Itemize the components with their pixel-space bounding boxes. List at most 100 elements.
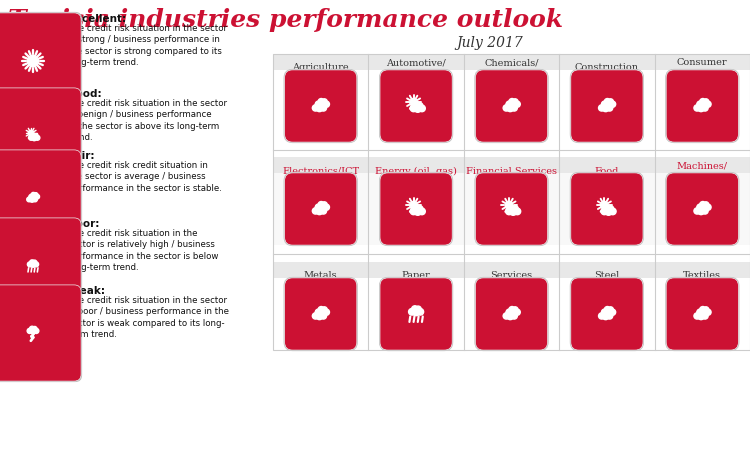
FancyBboxPatch shape bbox=[380, 173, 452, 245]
Text: Bleak:: Bleak: bbox=[68, 286, 105, 296]
FancyBboxPatch shape bbox=[571, 278, 643, 350]
FancyBboxPatch shape bbox=[571, 70, 643, 142]
Circle shape bbox=[29, 194, 34, 199]
Circle shape bbox=[598, 313, 604, 319]
Circle shape bbox=[514, 309, 520, 315]
Circle shape bbox=[511, 313, 518, 319]
Text: Paper: Paper bbox=[402, 271, 430, 280]
Circle shape bbox=[512, 206, 518, 212]
Circle shape bbox=[602, 102, 608, 109]
Text: July 2017: July 2017 bbox=[457, 36, 524, 50]
FancyBboxPatch shape bbox=[284, 69, 358, 143]
Circle shape bbox=[509, 205, 515, 212]
Circle shape bbox=[315, 309, 322, 315]
Circle shape bbox=[694, 105, 700, 111]
Circle shape bbox=[413, 205, 420, 212]
Circle shape bbox=[700, 201, 706, 208]
Circle shape bbox=[514, 101, 520, 107]
Circle shape bbox=[32, 196, 36, 199]
Circle shape bbox=[610, 101, 616, 107]
Circle shape bbox=[32, 260, 37, 265]
Circle shape bbox=[506, 310, 512, 317]
Circle shape bbox=[506, 201, 513, 209]
Circle shape bbox=[503, 105, 509, 111]
FancyBboxPatch shape bbox=[0, 217, 82, 315]
Text: Consumer
Durables: Consumer Durables bbox=[677, 58, 728, 78]
Circle shape bbox=[702, 105, 708, 111]
Text: Agriculture: Agriculture bbox=[292, 63, 349, 72]
Circle shape bbox=[705, 204, 711, 210]
Circle shape bbox=[413, 207, 422, 215]
Text: Construction: Construction bbox=[575, 63, 639, 72]
FancyBboxPatch shape bbox=[571, 173, 643, 245]
Circle shape bbox=[700, 310, 706, 316]
Circle shape bbox=[27, 328, 32, 334]
Circle shape bbox=[700, 307, 706, 313]
Circle shape bbox=[320, 208, 326, 214]
FancyBboxPatch shape bbox=[0, 218, 81, 314]
Circle shape bbox=[705, 101, 711, 107]
Circle shape bbox=[705, 309, 711, 315]
Circle shape bbox=[608, 99, 613, 104]
Text: Poor:: Poor: bbox=[68, 219, 99, 229]
Text: Fair:: Fair: bbox=[68, 151, 94, 161]
Circle shape bbox=[511, 105, 518, 111]
Circle shape bbox=[409, 308, 416, 315]
Text: Food: Food bbox=[595, 167, 619, 176]
Text: The credit risk credit situation in
the sector is average / business
performance: The credit risk credit situation in the … bbox=[68, 161, 222, 193]
Circle shape bbox=[602, 104, 610, 112]
FancyBboxPatch shape bbox=[0, 13, 81, 109]
Circle shape bbox=[323, 101, 329, 107]
Circle shape bbox=[30, 260, 34, 265]
Circle shape bbox=[604, 307, 610, 313]
Circle shape bbox=[697, 309, 703, 315]
Circle shape bbox=[700, 203, 708, 211]
FancyBboxPatch shape bbox=[476, 278, 548, 350]
FancyBboxPatch shape bbox=[379, 172, 453, 246]
Circle shape bbox=[703, 307, 709, 312]
Circle shape bbox=[27, 197, 32, 202]
Circle shape bbox=[700, 102, 706, 108]
Circle shape bbox=[318, 201, 324, 208]
FancyBboxPatch shape bbox=[666, 70, 739, 142]
Text: The credit risk situation in the
sector is relatively high / business
performanc: The credit risk situation in the sector … bbox=[68, 229, 218, 272]
Circle shape bbox=[697, 104, 705, 112]
Circle shape bbox=[319, 102, 324, 108]
Circle shape bbox=[509, 102, 515, 108]
Circle shape bbox=[601, 201, 608, 209]
Circle shape bbox=[602, 310, 608, 317]
Circle shape bbox=[697, 101, 703, 107]
FancyBboxPatch shape bbox=[284, 278, 357, 350]
Text: Services: Services bbox=[490, 271, 532, 280]
Circle shape bbox=[417, 308, 424, 315]
Circle shape bbox=[34, 262, 38, 267]
Circle shape bbox=[31, 133, 36, 138]
Circle shape bbox=[319, 206, 324, 211]
Circle shape bbox=[610, 309, 616, 315]
FancyBboxPatch shape bbox=[666, 173, 739, 245]
Circle shape bbox=[509, 307, 515, 313]
Bar bbox=[273, 54, 750, 82]
Circle shape bbox=[30, 261, 36, 267]
Circle shape bbox=[506, 309, 512, 315]
Text: Chemicals/
Pharma: Chemicals/ Pharma bbox=[484, 58, 538, 78]
Circle shape bbox=[697, 102, 703, 109]
FancyBboxPatch shape bbox=[475, 69, 548, 143]
Circle shape bbox=[34, 193, 38, 197]
Circle shape bbox=[702, 313, 708, 319]
Circle shape bbox=[416, 306, 422, 312]
Circle shape bbox=[604, 205, 610, 212]
FancyBboxPatch shape bbox=[476, 70, 548, 142]
Circle shape bbox=[514, 208, 520, 215]
Circle shape bbox=[28, 262, 32, 267]
Circle shape bbox=[31, 134, 38, 141]
Circle shape bbox=[312, 208, 319, 214]
Circle shape bbox=[700, 99, 706, 105]
Circle shape bbox=[604, 308, 613, 316]
Circle shape bbox=[604, 207, 613, 215]
FancyBboxPatch shape bbox=[0, 149, 82, 247]
Circle shape bbox=[413, 104, 422, 112]
FancyBboxPatch shape bbox=[284, 277, 358, 351]
Circle shape bbox=[29, 195, 34, 200]
Text: Steel: Steel bbox=[594, 271, 619, 280]
